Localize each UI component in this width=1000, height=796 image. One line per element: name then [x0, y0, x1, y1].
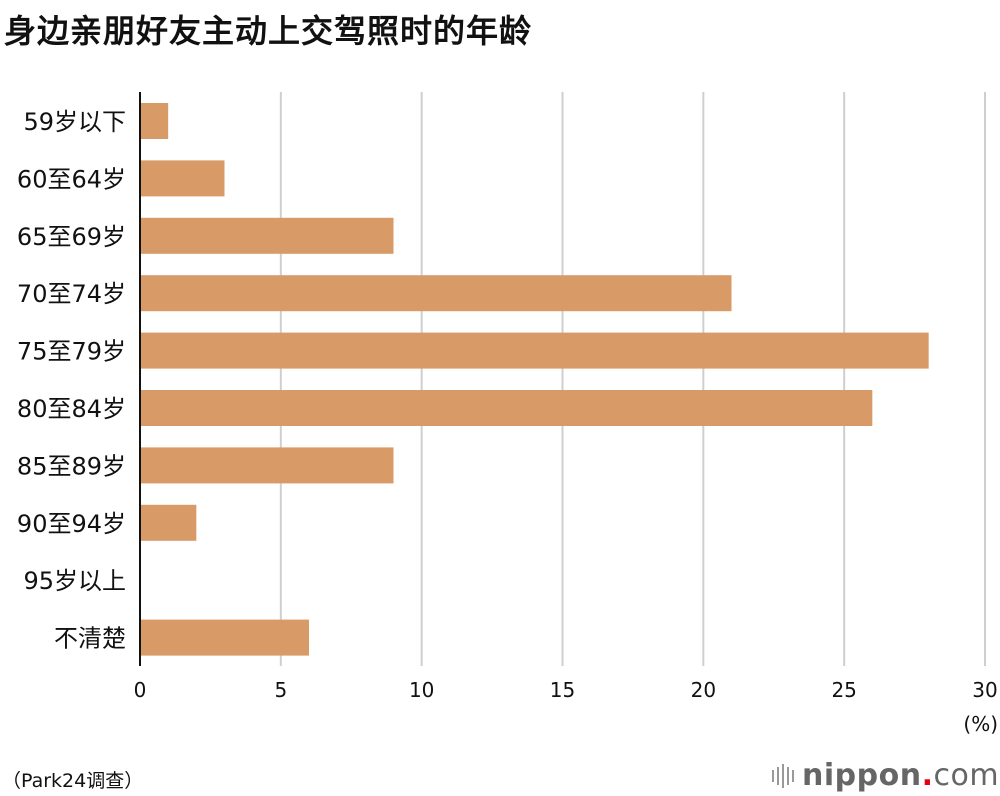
category-label: 65至69岁	[17, 223, 126, 251]
category-label: 80至84岁	[17, 395, 126, 423]
source-note: （Park24调查）	[2, 770, 144, 792]
logo-text: nippon	[802, 758, 922, 793]
nippon-logo: nippon. com	[772, 758, 999, 793]
category-label: 60至64岁	[17, 165, 126, 193]
bar-60至64岁	[140, 160, 225, 197]
x-tick-label: 20	[691, 678, 716, 702]
bar-不清楚	[140, 619, 309, 656]
chart-title: 身边亲朋好友主动上交驾照时的年龄	[4, 12, 533, 50]
x-tick-label: 5	[274, 678, 287, 702]
x-tick-label: 10	[409, 678, 434, 702]
bar-75至79岁	[140, 332, 929, 369]
bar-85至89岁	[140, 447, 394, 484]
x-tick-label: 30	[972, 678, 997, 702]
x-tick-label: 15	[550, 678, 575, 702]
category-label: 59岁以下	[23, 108, 126, 136]
category-label: 75至79岁	[17, 338, 126, 366]
x-tick-label: 0	[134, 678, 147, 702]
bar-65至69岁	[140, 217, 394, 254]
logo-suffix: com	[933, 758, 1000, 793]
category-label: 95岁以上	[23, 567, 126, 595]
bar-70至74岁	[140, 275, 732, 312]
unit-label: (%)	[963, 712, 998, 736]
logo-mark-icon	[772, 763, 794, 788]
category-label: 90至94岁	[17, 510, 126, 538]
category-label: 不清楚	[54, 625, 126, 653]
category-label: 85至89岁	[17, 452, 126, 480]
bar-59岁以下	[140, 103, 169, 139]
bar-80至84岁	[140, 390, 873, 426]
logo-dot: .	[921, 758, 934, 793]
x-tick-label: 25	[831, 678, 856, 702]
category-label: 70至74岁	[17, 280, 126, 308]
bar-90至94岁	[140, 504, 197, 541]
